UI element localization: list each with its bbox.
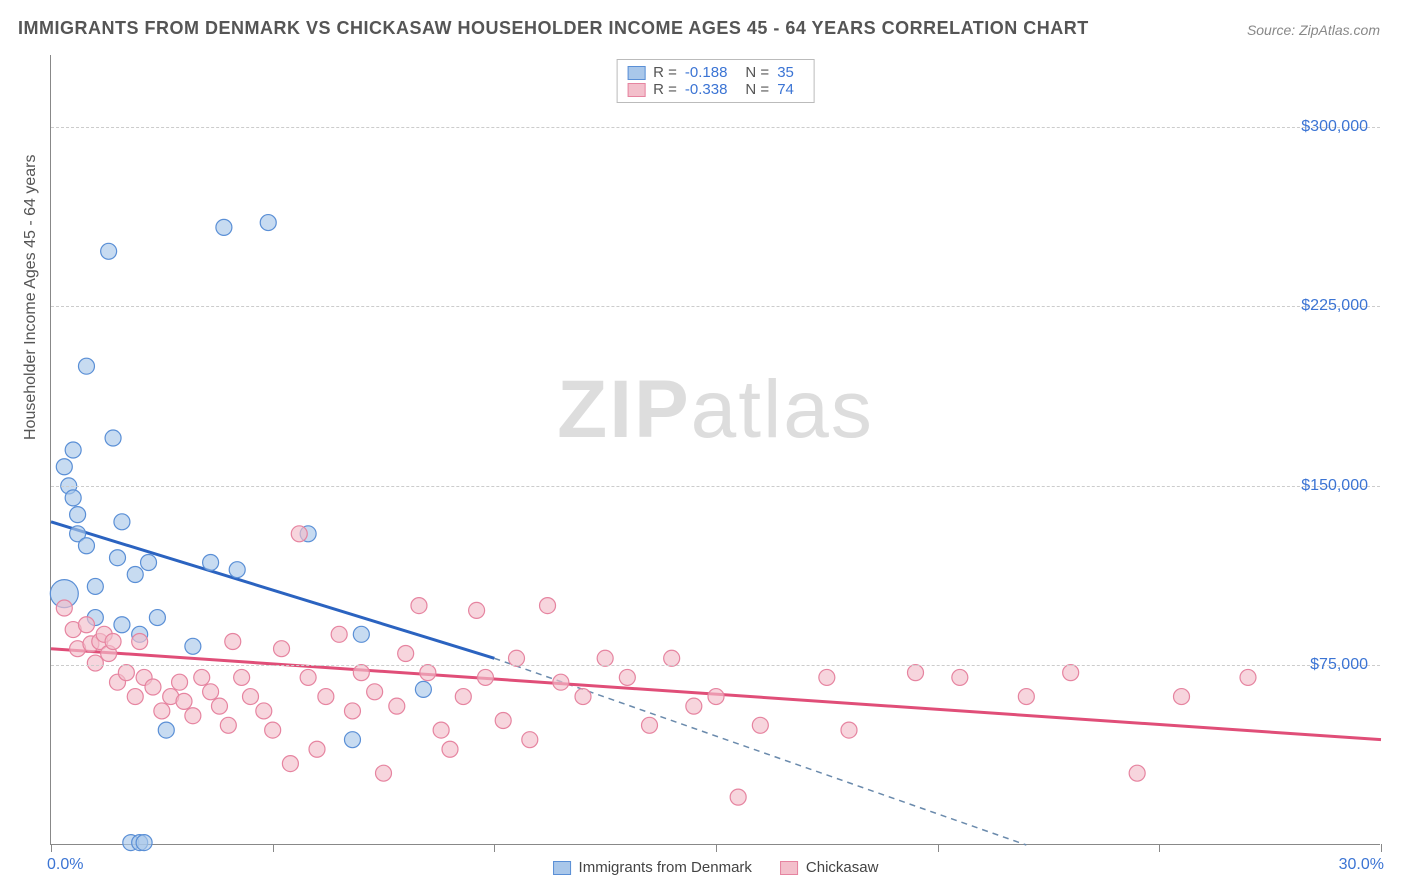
series-legend: Immigrants from Denmark Chickasaw bbox=[553, 859, 879, 876]
legend-label-chickasaw: Chickasaw bbox=[806, 859, 879, 876]
y-tick-label: $75,000 bbox=[1310, 656, 1368, 674]
gridline bbox=[51, 306, 1380, 307]
y-tick-label: $225,000 bbox=[1301, 297, 1368, 315]
x-tick bbox=[716, 844, 717, 852]
gridline bbox=[51, 486, 1380, 487]
x-min-label: 0.0% bbox=[47, 856, 83, 874]
plot-svg bbox=[51, 55, 1380, 844]
y-axis-title: Householder Income Ages 45 - 64 years bbox=[22, 155, 40, 441]
source-attribution: Source: ZipAtlas.com bbox=[1247, 22, 1380, 38]
x-max-label: 30.0% bbox=[1339, 856, 1384, 874]
x-tick bbox=[1159, 844, 1160, 852]
gridline bbox=[51, 665, 1380, 666]
legend-swatch-chickasaw bbox=[780, 861, 798, 875]
legend-label-denmark: Immigrants from Denmark bbox=[579, 859, 752, 876]
legend-swatch-denmark bbox=[553, 861, 571, 875]
x-tick bbox=[51, 844, 52, 852]
x-tick bbox=[938, 844, 939, 852]
x-tick bbox=[494, 844, 495, 852]
plot-area: ZIPatlas R = -0.188 N = 35 R = -0.338 N … bbox=[50, 55, 1380, 845]
legend-item-chickasaw: Chickasaw bbox=[780, 859, 879, 876]
gridline bbox=[51, 127, 1380, 128]
legend-item-denmark: Immigrants from Denmark bbox=[553, 859, 752, 876]
x-tick bbox=[273, 844, 274, 852]
x-tick bbox=[1381, 844, 1382, 852]
chart-title: IMMIGRANTS FROM DENMARK VS CHICKASAW HOU… bbox=[18, 18, 1089, 39]
y-tick-label: $300,000 bbox=[1301, 118, 1368, 136]
y-tick-label: $150,000 bbox=[1301, 477, 1368, 495]
